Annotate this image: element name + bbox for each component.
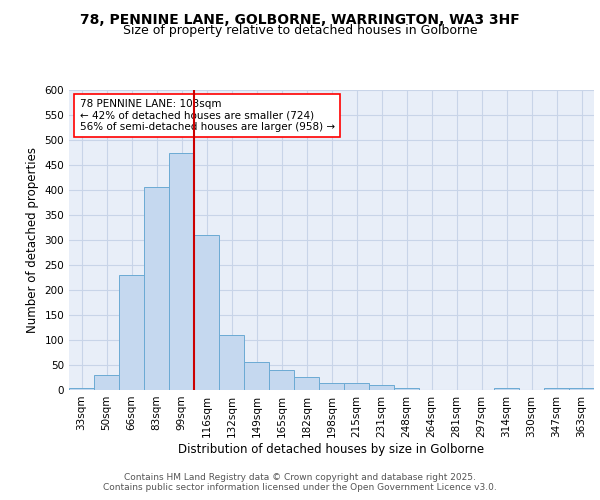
Y-axis label: Number of detached properties: Number of detached properties [26, 147, 39, 333]
Bar [344, 382, 369, 390]
Text: Contains public sector information licensed under the Open Government Licence v3: Contains public sector information licen… [103, 484, 497, 492]
Bar [94, 374, 119, 390]
X-axis label: Distribution of detached houses by size in Golborne: Distribution of detached houses by size … [178, 442, 485, 456]
Bar [269, 370, 294, 390]
Bar [544, 388, 569, 390]
Bar [369, 384, 394, 390]
Bar [69, 388, 94, 390]
Bar [569, 388, 594, 390]
Bar [169, 152, 194, 390]
Text: 78 PENNINE LANE: 103sqm
← 42% of detached houses are smaller (724)
56% of semi-d: 78 PENNINE LANE: 103sqm ← 42% of detache… [79, 99, 335, 132]
Bar [244, 362, 269, 390]
Bar [294, 377, 319, 390]
Bar [194, 234, 219, 390]
Bar [319, 382, 344, 390]
Text: 78, PENNINE LANE, GOLBORNE, WARRINGTON, WA3 3HF: 78, PENNINE LANE, GOLBORNE, WARRINGTON, … [80, 12, 520, 26]
Bar [144, 186, 169, 390]
Bar [119, 275, 144, 390]
Bar [219, 334, 244, 390]
Bar [494, 388, 519, 390]
Text: Size of property relative to detached houses in Golborne: Size of property relative to detached ho… [123, 24, 477, 37]
Text: Contains HM Land Registry data © Crown copyright and database right 2025.: Contains HM Land Registry data © Crown c… [124, 472, 476, 482]
Bar [394, 388, 419, 390]
